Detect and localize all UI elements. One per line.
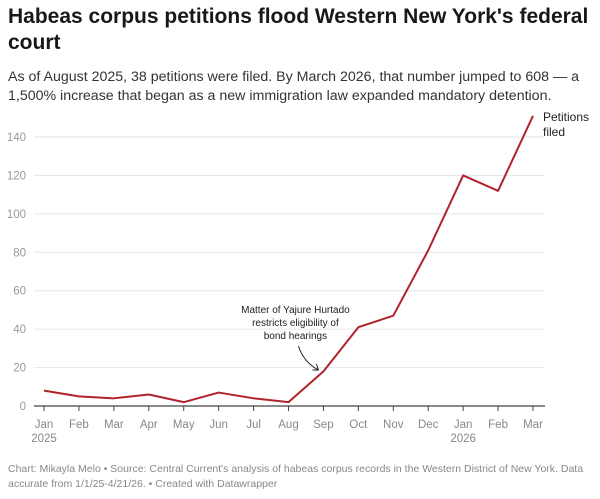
chart-title: Habeas corpus petitions flood Western Ne…	[8, 5, 589, 54]
y-tick-label: 0	[20, 401, 26, 413]
x-tick-label: May	[173, 419, 195, 431]
chart-subtitle: As of August 2025, 38 petitions were fil…	[8, 69, 579, 104]
x-tick-label: Mar	[523, 419, 543, 431]
x-tick-label: Dec	[418, 419, 439, 431]
x-tick-label: Feb	[69, 419, 89, 431]
x-tick-label: Nov	[383, 419, 404, 431]
series-line	[43, 115, 534, 404]
x-tick-label: Jun	[209, 419, 228, 431]
arrowhead-icon	[312, 363, 320, 371]
y-tick-label: 100	[7, 209, 26, 221]
series-label: Petitions	[543, 110, 589, 124]
x-tick-label: Mar	[104, 419, 124, 431]
x-year-label: 2025	[31, 433, 57, 445]
x-tick-label: Jan	[35, 419, 54, 431]
annotation-text: Matter of Yajure Hurtado	[241, 305, 350, 316]
x-tick-label: Jul	[246, 419, 261, 431]
x-tick-label: Feb	[488, 419, 508, 431]
x-tick-label: Apr	[140, 419, 158, 431]
chart-footer: Chart: Mikayla Melo • Source: Central Cu…	[8, 463, 584, 490]
y-tick-label: 140	[7, 132, 26, 144]
x-tick-label: Aug	[278, 419, 298, 431]
annotation-text: restricts eligibility of	[252, 318, 339, 329]
y-tick-label: 40	[13, 324, 26, 336]
x-year-label: 2026	[450, 433, 476, 445]
annotation-arrow	[297, 345, 319, 371]
y-tick-label: 80	[13, 247, 26, 259]
y-tick-label: 120	[7, 170, 26, 182]
y-tick-label: 20	[13, 363, 26, 375]
series-label: filed	[543, 125, 565, 139]
annotation-text: bond hearings	[264, 331, 327, 342]
y-tick-label: 60	[13, 286, 26, 298]
x-tick-label: Sep	[313, 419, 333, 431]
x-tick-label: Jan	[454, 419, 473, 431]
x-tick-label: Oct	[349, 419, 368, 431]
